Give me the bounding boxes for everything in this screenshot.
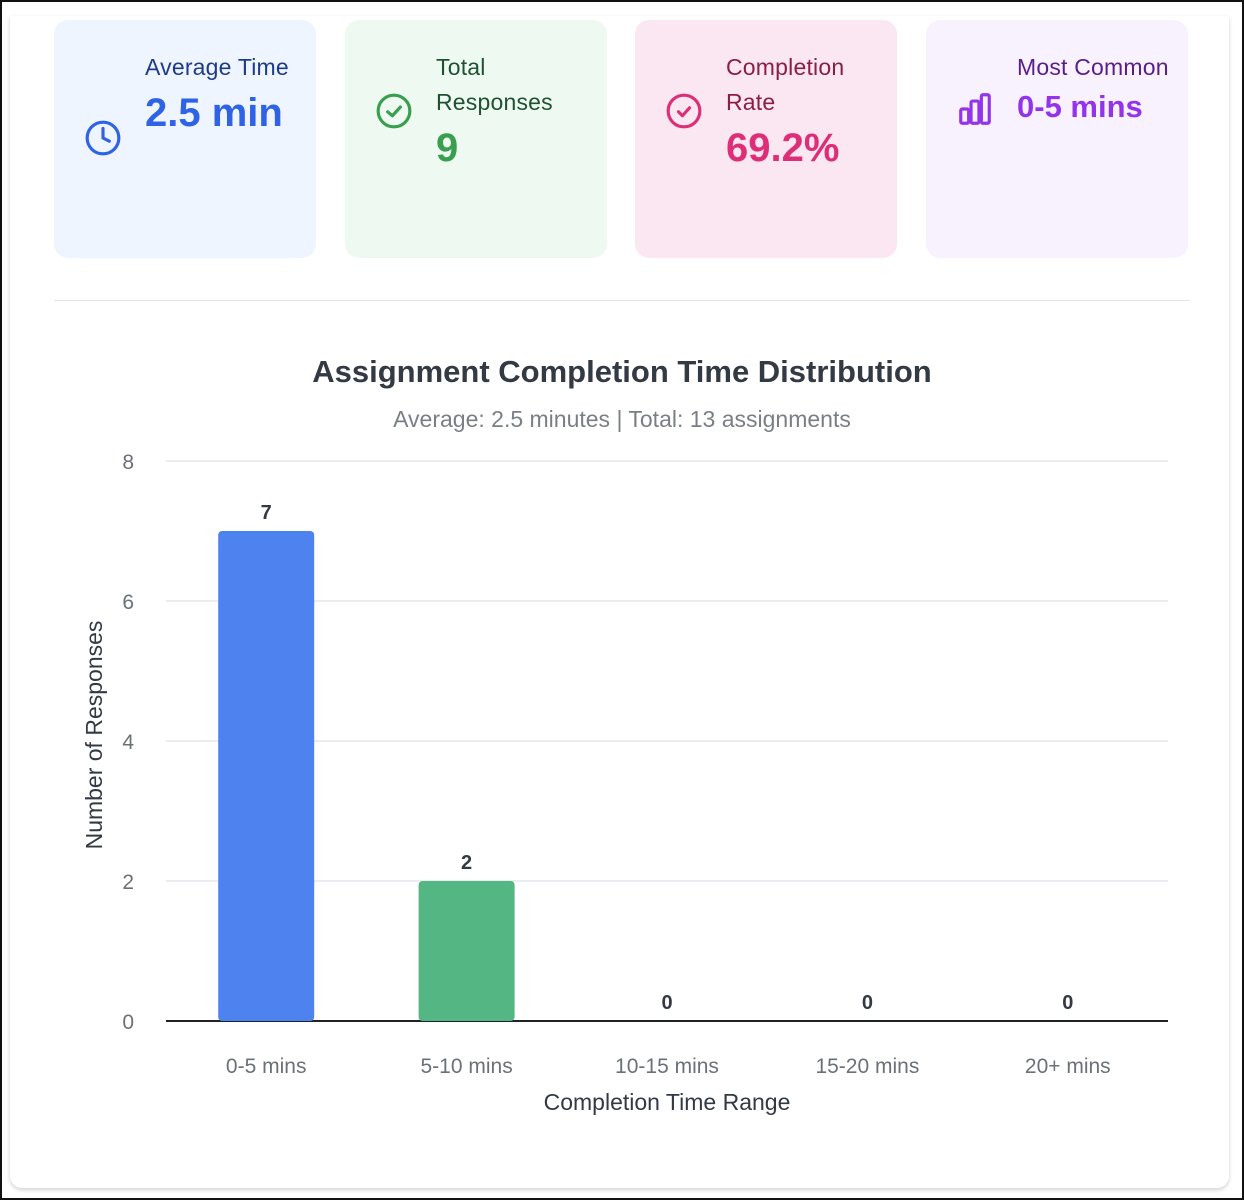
y-tick-label: 2	[122, 871, 134, 894]
x-tick-label: 5-10 mins	[420, 1055, 512, 1078]
x-axis-label: Completion Time Range	[544, 1089, 791, 1115]
stat-card-completion-rate: Completion Rate 69.2%	[635, 20, 897, 258]
x-tick-label: 20+ mins	[1025, 1055, 1111, 1078]
bar	[218, 531, 315, 1021]
stat-value: 2.5 min	[145, 91, 283, 135]
y-tick-label: 6	[122, 591, 134, 614]
y-tick-label: 4	[122, 731, 134, 754]
y-tick-label: 8	[122, 451, 134, 474]
bar-data-label: 2	[461, 852, 472, 874]
y-tick-label: 0	[122, 1011, 134, 1034]
bar-data-label: 0	[661, 992, 672, 1014]
stat-card-total-responses: Total Responses 9	[345, 20, 607, 258]
stat-value: 0-5 mins	[1017, 89, 1143, 124]
stat-card-most-common: Most Common 0-5 mins	[926, 20, 1188, 258]
stat-card-average-time: Average Time 2.5 min	[54, 20, 316, 258]
bar-data-label: 0	[1062, 992, 1073, 1014]
stat-cards: Average Time 2.5 min Total Responses 9	[54, 20, 1190, 258]
section-divider	[54, 300, 1190, 301]
stat-label: Most Common	[1017, 54, 1169, 80]
chart-title: Assignment Completion Time Distribution	[312, 354, 932, 389]
x-tick-label: 10-15 mins	[615, 1055, 719, 1078]
stat-value: 9	[436, 126, 459, 170]
x-tick-label: 0-5 mins	[226, 1055, 307, 1078]
y-axis-label: Number of Responses	[81, 621, 107, 850]
bar	[418, 881, 515, 1021]
dashboard-panel: Average Time 2.5 min Total Responses 9	[10, 16, 1229, 1188]
clock-icon	[84, 119, 122, 157]
stat-label: Total Responses	[436, 54, 553, 115]
stat-label: Completion Rate	[726, 54, 845, 115]
chart-subtitle: Average: 2.5 minutes | Total: 13 assignm…	[393, 406, 851, 432]
bar-chart-icon	[956, 90, 994, 128]
bar-data-label: 7	[261, 502, 272, 524]
stat-value: 69.2%	[726, 126, 840, 170]
bar-data-label: 0	[862, 992, 873, 1014]
check-circle-icon	[375, 92, 413, 130]
x-tick-label: 15-20 mins	[815, 1055, 919, 1078]
check-circle-icon	[665, 92, 703, 130]
bar-chart: 0 2 4 6 8 7 0-5 mins 2 5-10 mins 0 10-15 mins 0 15-2…	[81, 451, 1168, 1115]
stat-label: Average Time	[145, 54, 289, 80]
